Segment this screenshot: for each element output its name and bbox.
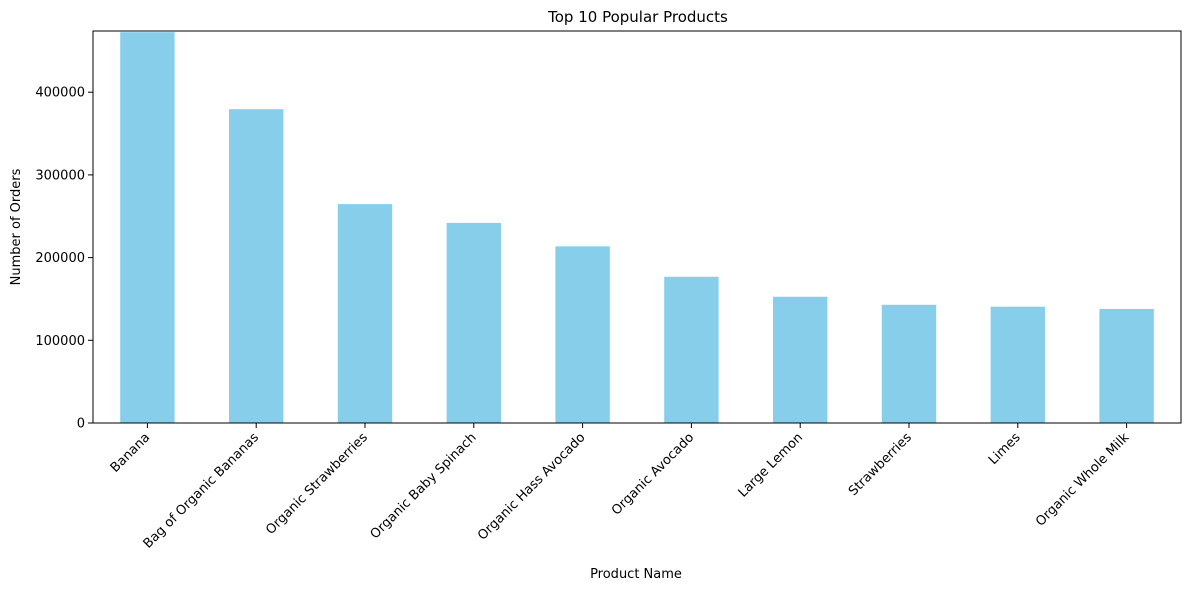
bar-7 bbox=[881, 304, 937, 423]
y-tick-label-4: 400000 bbox=[35, 86, 85, 101]
bar-3 bbox=[446, 222, 501, 423]
bar-4 bbox=[555, 246, 610, 423]
x-axis-label: Product Name bbox=[590, 567, 682, 582]
x-tick-label-6: Large Lemon bbox=[736, 430, 806, 500]
plot-frame bbox=[92, 30, 1182, 424]
bar-1 bbox=[229, 109, 284, 424]
y-tick-label-3: 300000 bbox=[35, 168, 85, 183]
x-tick-label-3: Organic Baby Spinach bbox=[368, 430, 480, 542]
bar-8 bbox=[990, 306, 1045, 423]
x-tick-label-9: Organic Whole Milk bbox=[1033, 430, 1133, 530]
y-tick-label-2: 200000 bbox=[35, 251, 85, 266]
y-tick-label-0: 0 bbox=[77, 417, 85, 432]
x-tick-label-0: Banana bbox=[108, 430, 153, 475]
bar-0 bbox=[120, 32, 175, 423]
x-tick-label-2: Organic Strawberries bbox=[263, 430, 371, 538]
x-tick-label-7: Strawberries bbox=[846, 430, 915, 499]
y-axis-label: Number of Orders bbox=[9, 168, 24, 285]
y-axis: 0 100000 200000 300000 400000 bbox=[35, 86, 93, 432]
bars-group bbox=[120, 32, 1154, 424]
bar-9 bbox=[1099, 308, 1154, 423]
x-tick-label-8: Limes bbox=[986, 430, 1024, 468]
x-tick-label-1: Bag of Organic Bananas bbox=[141, 430, 263, 552]
y-tick-label-1: 100000 bbox=[35, 334, 85, 349]
bar-6 bbox=[773, 296, 828, 423]
bar-5 bbox=[664, 276, 719, 423]
chart-title: Top 10 Popular Products bbox=[547, 8, 728, 26]
x-tick-label-4: Organic Hass Avocado bbox=[475, 430, 588, 543]
bar-2 bbox=[337, 204, 393, 423]
x-tick-label-5: Organic Avocado bbox=[609, 430, 697, 518]
